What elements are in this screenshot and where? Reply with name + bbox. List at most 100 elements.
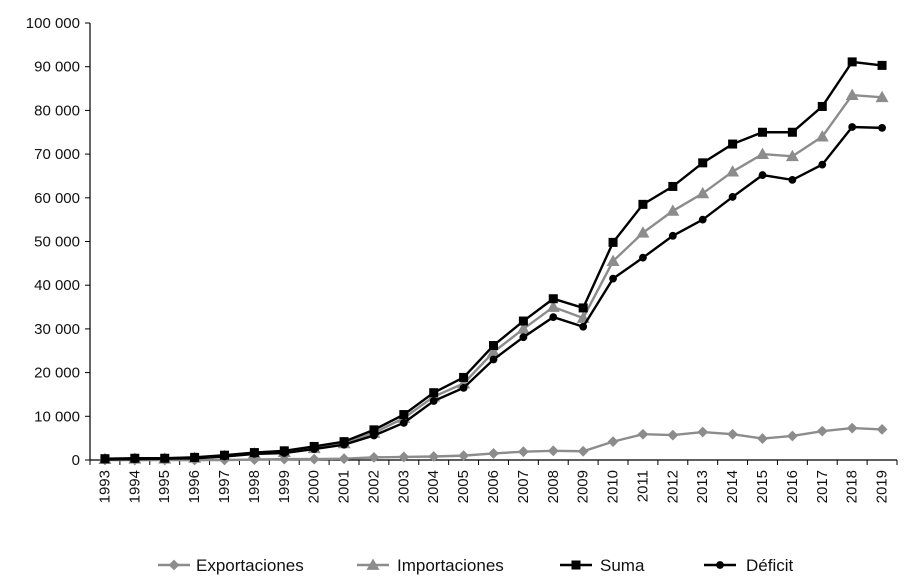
data-point-deficit <box>489 355 498 364</box>
x-tick-label: 2004 <box>425 470 442 503</box>
data-point-importaciones <box>666 204 680 216</box>
legend-label: Déficit <box>746 556 794 575</box>
x-axis-ticks: 1993 1994 1995 1996 1997 1998 1999 2000 2001 2002… <box>89 460 898 503</box>
y-tick-label: 80 000 <box>34 102 80 119</box>
y-tick-label: 70 000 <box>34 146 80 163</box>
data-point-suma <box>638 199 648 209</box>
x-tick-label: 2008 <box>545 470 562 503</box>
y-tick-label: 60 000 <box>34 190 80 207</box>
x-tick-label: 1997 <box>216 470 233 503</box>
x-tick-label: 2001 <box>336 470 353 503</box>
data-point-exportaciones <box>727 428 739 440</box>
data-point-deficit <box>668 231 677 240</box>
data-point-deficit <box>639 253 647 262</box>
data-point-suma <box>578 303 588 313</box>
legend-item-suma: Suma <box>560 556 645 575</box>
legend-item-exportaciones: Exportaciones <box>158 556 304 575</box>
x-tick-label: 2011 <box>634 470 651 502</box>
chart-axes <box>89 23 897 461</box>
data-point-suma <box>817 101 827 111</box>
x-tick-label: 2007 <box>515 470 532 503</box>
data-point-importaciones <box>785 149 799 162</box>
data-point-suma <box>369 425 379 435</box>
x-tick-label: 1994 <box>126 470 143 503</box>
data-point-importaciones <box>875 90 889 103</box>
data-point-deficit <box>728 193 737 201</box>
series-line-importaciones <box>104 93 883 461</box>
data-point-exportaciones <box>667 429 679 441</box>
y-tick-label: 40 000 <box>34 277 80 294</box>
x-tick-label: 2015 <box>754 470 771 503</box>
data-point-deficit <box>818 160 827 169</box>
legend-label: Importaciones <box>397 556 504 575</box>
series-deficit <box>101 123 886 464</box>
legend-marker-icon <box>571 560 581 570</box>
x-tick-label: 2009 <box>575 470 592 503</box>
data-point-deficit <box>280 449 289 457</box>
data-point-exportaciones <box>607 436 619 448</box>
data-point-exportaciones <box>816 425 828 437</box>
data-point-suma <box>399 410 409 420</box>
y-tick-label: 100 000 <box>26 15 80 32</box>
data-point-exportaciones <box>398 451 410 463</box>
data-point-importaciones <box>636 226 650 238</box>
legend-item-importaciones: Importaciones <box>357 556 504 575</box>
x-tick-label: 2013 <box>694 470 711 503</box>
data-point-exportaciones <box>488 448 499 459</box>
x-tick-label: 2016 <box>784 470 801 503</box>
data-point-exportaciones <box>547 445 559 457</box>
chart-legend: Exportaciones Importaciones Suma Déficit <box>158 556 794 575</box>
x-tick-label: 2006 <box>485 470 502 503</box>
y-axis-ticks: 0 10 000 20 000 30 000 40 000 50 000 60 000 70 … <box>26 15 90 469</box>
data-point-suma <box>518 316 528 326</box>
data-point-exportaciones <box>338 453 350 465</box>
legend-marker-icon <box>366 558 380 570</box>
data-point-deficit <box>250 449 259 458</box>
data-point-importaciones <box>696 186 710 199</box>
data-point-suma <box>728 139 738 149</box>
data-point-suma <box>668 181 678 191</box>
x-tick-label: 2002 <box>365 470 382 503</box>
data-point-suma <box>787 127 797 137</box>
series-line-suma <box>104 60 883 460</box>
data-point-exportaciones <box>368 451 380 463</box>
data-point-deficit <box>101 455 109 464</box>
data-point-deficit <box>190 454 199 463</box>
x-tick-label: 2012 <box>664 470 681 503</box>
data-point-deficit <box>130 455 139 464</box>
data-point-deficit <box>160 454 169 463</box>
x-tick-label: 2019 <box>874 470 891 503</box>
legend-item-deficit: Déficit <box>704 556 794 575</box>
y-tick-label: 90 000 <box>34 59 80 76</box>
data-point-deficit <box>788 175 797 184</box>
data-point-exportaciones <box>697 426 709 438</box>
data-point-deficit <box>220 452 229 461</box>
data-point-deficit <box>429 397 438 405</box>
x-tick-label: 2010 <box>605 470 622 503</box>
x-tick-label: 2018 <box>844 470 861 503</box>
data-point-deficit <box>758 171 767 179</box>
data-point-exportaciones <box>637 428 649 440</box>
x-tick-label: 1993 <box>96 470 113 503</box>
data-point-exportaciones <box>786 430 798 442</box>
data-point-suma <box>877 60 887 70</box>
data-point-exportaciones <box>846 422 858 434</box>
series-suma <box>100 57 887 464</box>
data-point-suma <box>847 57 857 67</box>
data-point-deficit <box>609 274 617 283</box>
x-tick-label: 2005 <box>455 470 472 503</box>
data-point-importaciones <box>606 254 620 267</box>
data-point-exportaciones <box>876 424 888 435</box>
data-point-importaciones <box>487 345 500 357</box>
x-tick-label: 2017 <box>814 470 831 503</box>
y-tick-label: 10 000 <box>34 408 80 425</box>
legend-marker-icon <box>168 559 180 571</box>
x-tick-label: 2003 <box>395 470 412 503</box>
chart-series <box>98 57 889 466</box>
data-point-importaciones <box>726 165 740 177</box>
data-point-suma <box>698 158 708 168</box>
data-point-exportaciones <box>308 453 320 465</box>
data-point-exportaciones <box>517 446 529 458</box>
x-tick-label: 1999 <box>276 470 293 503</box>
